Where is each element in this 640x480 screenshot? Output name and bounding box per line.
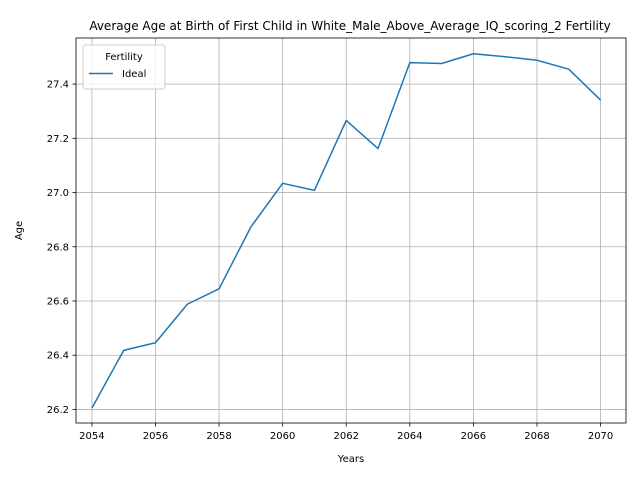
- x-tick-label: 2058: [206, 431, 231, 442]
- y-tick-label: 27.2: [47, 134, 69, 145]
- x-tick-label: 2060: [270, 431, 295, 442]
- x-tick-label: 2070: [588, 431, 613, 442]
- x-tick-label: 2054: [79, 431, 104, 442]
- series-line: [91, 52, 602, 409]
- x-tick-label: 2062: [334, 431, 359, 442]
- y-tick-label: 27.0: [47, 188, 69, 199]
- grid: [76, 38, 626, 423]
- x-tick-label: 2068: [524, 431, 549, 442]
- legend: Fertility Ideal: [82, 44, 166, 90]
- x-axis-ticks: 2054 2056 2058 2060 2062 2064 2066 2068 2070: [79, 423, 613, 442]
- x-axis-label: Years: [337, 454, 364, 465]
- chart-title: Average Age at Birth of First Child in W…: [89, 19, 610, 33]
- x-tick-label: 2066: [461, 431, 486, 442]
- legend-box: [82, 44, 166, 90]
- legend-label: Ideal: [122, 69, 146, 80]
- legend-title: Fertility: [105, 52, 143, 63]
- y-tick-label: 26.6: [47, 296, 69, 307]
- x-tick-label: 2056: [143, 431, 168, 442]
- y-axis-label: Age: [14, 221, 25, 240]
- y-axis-ticks: 26.2 26.4 26.6 26.8 27.0 27.2 27.4: [47, 80, 76, 416]
- y-tick-label: 27.4: [47, 80, 69, 91]
- legend-entries: Ideal: [89, 69, 146, 80]
- y-tick-label: 26.2: [47, 405, 69, 416]
- y-tick-label: 26.8: [47, 242, 69, 253]
- plot-frame: [75, 37, 627, 424]
- x-tick-label: 2064: [397, 431, 422, 442]
- y-tick-label: 26.4: [47, 351, 69, 362]
- series-lines: [91, 52, 602, 409]
